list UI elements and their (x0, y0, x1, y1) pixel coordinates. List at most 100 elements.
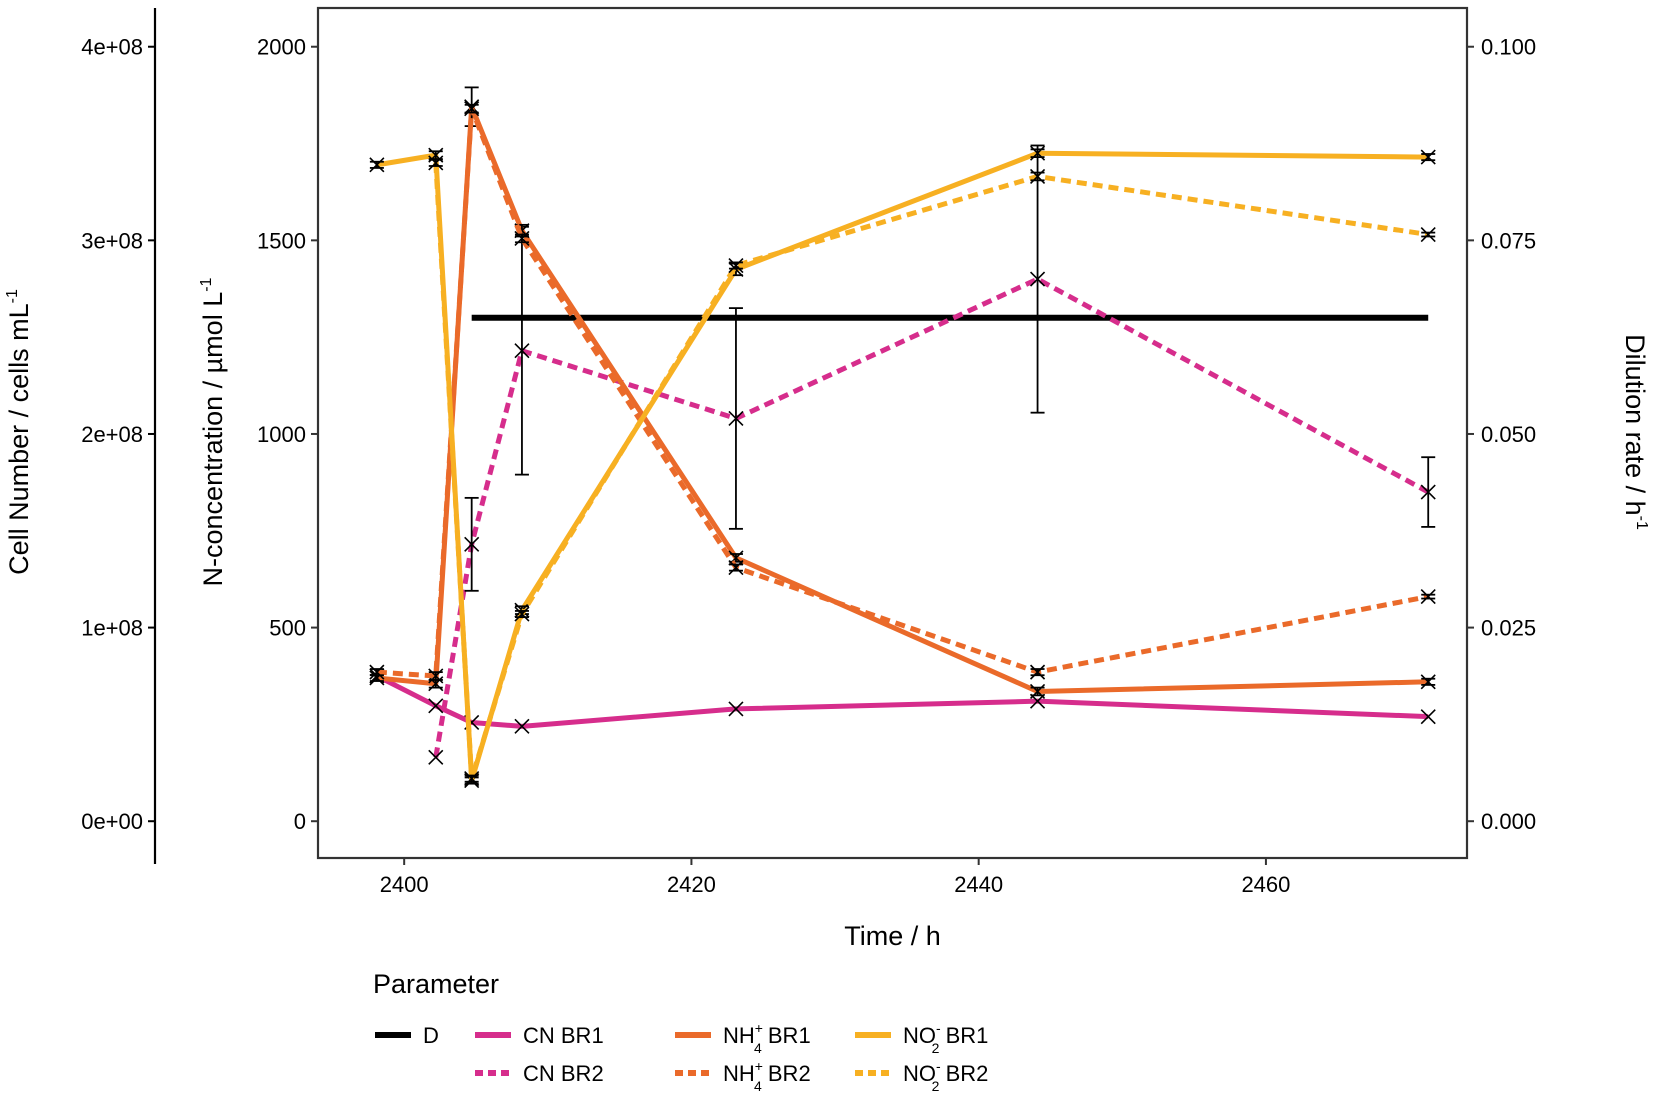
legend-label: D (423, 1023, 439, 1048)
data-point-cn-br2 (1029, 271, 1046, 287)
data-point-nh4-br2 (1420, 589, 1436, 605)
plot-area (369, 86, 1436, 789)
dilution-axis-tick-label: 0.100 (1481, 35, 1536, 60)
data-point-no2-br2 (464, 771, 480, 787)
data-point-nh4-br2 (464, 101, 480, 117)
data-point-cn-br1 (428, 698, 444, 714)
data-point-nh4-br2 (1029, 664, 1046, 680)
y-axis-tick-label: 1000 (257, 422, 306, 447)
legend-label-main: NO (903, 1061, 936, 1086)
legend-label-tail: BR2 (762, 1061, 811, 1086)
cells-axis-tick-label: 1e+08 (81, 616, 143, 641)
cells-axis-title: Cell Number / cells mL-1 (4, 289, 34, 575)
series-line-nh4-br1 (376, 104, 1429, 694)
cells-axis-tick-label: 2e+08 (81, 422, 143, 447)
legend-label-tail: BR1 (762, 1023, 811, 1048)
axes: 0e+00 1e+08 2e+08 3e+08 4e+08 0 500 1000 1500 200… (4, 6, 1650, 951)
dilution-axis-tick-label: 0.025 (1481, 616, 1536, 641)
data-point-nh4-br2 (428, 668, 444, 684)
plot-panel-border (316, 6, 1469, 860)
data-point-cn-br2 (1420, 484, 1436, 500)
data-point-cn-br1 (1420, 709, 1436, 725)
legend-label: NH+ 4 BR2 (723, 1058, 811, 1094)
legend-label: CN BR2 (523, 1061, 604, 1086)
data-point-no2-br2 (514, 606, 530, 622)
series-line-cn-br2 (433, 276, 1430, 758)
cells-axis-tick-label: 4e+08 (81, 35, 143, 60)
cells-axis-title-sup: -1 (4, 289, 21, 303)
data-point-cn-br2 (514, 343, 530, 359)
legend-label: NH+ 4 BR1 (723, 1020, 811, 1056)
dilution-axis-tick-label: 0.050 (1481, 422, 1536, 447)
data-point-no2-br1 (1420, 149, 1436, 165)
legend-label-main: CN BR1 (523, 1023, 604, 1048)
y-axis-title-sup: -1 (198, 277, 215, 291)
legend-label-main: NH (723, 1023, 755, 1048)
y-axis-tick-label: 1500 (257, 228, 306, 253)
series-cn-br1 (369, 668, 1436, 734)
data-point-no2-br1 (369, 157, 385, 173)
x-axis-tick-label: 2460 (1241, 872, 1290, 897)
cells-axis-tick-label: 0e+00 (81, 809, 143, 834)
data-point-cn-br1 (728, 701, 744, 717)
dilution-axis-title-main: Dilution rate / h (1620, 334, 1650, 516)
legend-label-tail: BR2 (939, 1061, 988, 1086)
legend-label-tail: BR1 (939, 1023, 988, 1048)
legend-label-main: NH (723, 1061, 755, 1086)
cells-axis-tick-label: 3e+08 (81, 228, 143, 253)
data-point-nh4-br1 (1029, 683, 1046, 700)
legend-label: CN BR1 (523, 1023, 604, 1048)
data-point-cn-br1 (514, 718, 530, 734)
series-no2-br2 (428, 155, 1436, 787)
legend-item-cn-br1: CN BR1 (475, 1023, 604, 1048)
y-axis-title-main: N-concentration / µmol L (198, 292, 228, 587)
legend-label-main: D (423, 1023, 439, 1048)
y-axis-tick-label: 0 (294, 809, 306, 834)
cells-axis-title-main: Cell Number / cells mL (4, 303, 34, 575)
legend-label-sub: 2 (932, 1040, 940, 1056)
data-point-nh4-br2 (369, 664, 385, 680)
data-point-no2-br2 (1420, 226, 1436, 243)
legend-label: NO- 2 BR1 (903, 1020, 988, 1056)
x-axis-tick-label: 2420 (667, 872, 716, 897)
legend-item-d: D (375, 1023, 439, 1048)
series-line-no2-br2 (433, 162, 1429, 782)
legend-item-no2-br1: NO- 2 BR1 (855, 1020, 988, 1056)
dilution-axis-title-sup: -1 (1633, 516, 1650, 530)
y-axis-tick-label: 2000 (257, 35, 306, 60)
legend-label-sub: 4 (754, 1040, 762, 1056)
legend-label-sub: 2 (932, 1078, 940, 1094)
legend-item-no2-br2: NO- 2 BR2 (855, 1058, 988, 1094)
dilution-axis-tick-label: 0.075 (1481, 228, 1536, 253)
legend-label-main: NO (903, 1023, 936, 1048)
data-point-cn-br2 (464, 536, 480, 552)
legend-label-sub: 4 (754, 1078, 762, 1094)
x-axis-tick-label: 2440 (954, 872, 1003, 897)
legend-label-sup: + (755, 1020, 763, 1036)
data-point-no2-br2 (428, 155, 444, 171)
series-nh4-br1 (369, 86, 1436, 700)
data-point-nh4-br2 (728, 560, 744, 576)
legend-label-sup: - (936, 1058, 941, 1074)
data-point-no2-br2 (728, 257, 744, 274)
y-axis-tick-label: 500 (269, 616, 306, 641)
data-point-no2-br2 (1029, 168, 1046, 185)
legend-item-nh4-br2: NH+ 4 BR2 (675, 1058, 811, 1094)
legend-label: NO- 2 BR2 (903, 1058, 988, 1094)
legend-label-main: CN BR2 (523, 1061, 604, 1086)
y-axis-title: N-concentration / µmol L-1 (198, 277, 228, 586)
x-axis-tick-label: 2400 (380, 872, 429, 897)
series-cn-br2 (428, 144, 1436, 765)
data-point-cn-br2 (728, 410, 744, 427)
dilution-axis-title: Dilution rate / h-1 (1620, 334, 1650, 530)
series-nh4-br2 (369, 101, 1436, 684)
legend-label-sup: + (755, 1058, 763, 1074)
data-point-cn-br2 (428, 749, 444, 765)
legend-title: Parameter (373, 969, 499, 999)
x-axis-title: Time / h (844, 921, 941, 951)
legend-item-cn-br2: CN BR2 (475, 1061, 604, 1086)
legend-item-nh4-br1: NH+ 4 BR1 (675, 1020, 811, 1056)
data-point-nh4-br2 (514, 230, 530, 246)
